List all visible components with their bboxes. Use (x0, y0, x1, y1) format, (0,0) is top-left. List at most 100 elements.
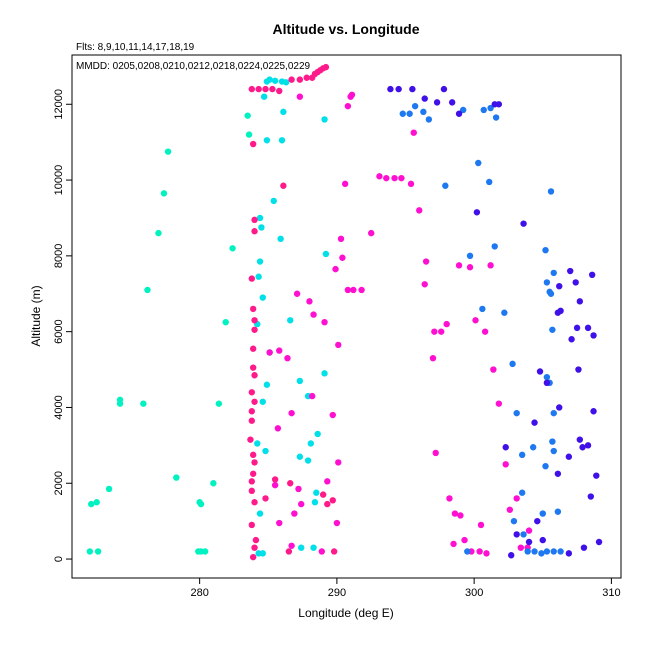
data-point (538, 550, 545, 557)
data-point (251, 372, 258, 379)
data-point (164, 148, 172, 155)
data-point (333, 519, 341, 527)
data-point (321, 116, 328, 123)
data-point (271, 481, 279, 489)
data-point (524, 548, 531, 555)
data-point (480, 106, 487, 114)
data-point (160, 190, 168, 197)
data-point (490, 366, 497, 373)
data-point (350, 286, 357, 294)
data-point (303, 74, 310, 81)
data-point (262, 85, 269, 93)
data-point (590, 408, 597, 415)
data-point (252, 536, 260, 544)
data-point (510, 517, 518, 525)
data-point (313, 489, 320, 496)
data-point (550, 548, 557, 555)
data-point (296, 453, 304, 460)
data-point (322, 250, 330, 258)
data-point (229, 245, 236, 252)
data-point (421, 281, 428, 288)
data-point (543, 379, 551, 387)
x-tick-label: 310 (602, 587, 620, 599)
data-point (593, 472, 600, 479)
data-point (368, 229, 375, 237)
data-point (466, 264, 474, 271)
data-point (274, 425, 282, 432)
data-point (387, 85, 394, 93)
data-point (222, 318, 229, 326)
data-point (554, 508, 562, 515)
data-point (88, 500, 95, 508)
data-point (245, 131, 253, 138)
data-point (486, 178, 493, 186)
data-point (557, 548, 564, 555)
data-point (287, 480, 294, 487)
y-tick-label: 10000 (53, 165, 65, 196)
data-point (531, 419, 538, 426)
data-point (256, 510, 264, 517)
data-point (196, 499, 203, 506)
data-point (248, 521, 255, 529)
data-point (475, 159, 482, 167)
data-point (502, 444, 509, 451)
data-point (520, 531, 527, 538)
data-point (287, 317, 294, 324)
data-point (251, 317, 258, 324)
data-point (422, 258, 430, 265)
data-point (296, 377, 304, 385)
data-point (487, 104, 494, 112)
data-point (249, 451, 257, 459)
x-axis: 280 290 300 310 (190, 578, 621, 599)
data-point (339, 254, 346, 261)
data-point (550, 269, 557, 277)
data-point (173, 474, 180, 481)
data-point (547, 188, 555, 195)
data-point (549, 438, 556, 445)
data-point (266, 76, 273, 83)
data-point (495, 101, 503, 108)
data-point (580, 544, 588, 551)
y-axis: 0 2000 4000 6000 8000 10000 12000 (53, 89, 72, 562)
data-point (573, 324, 581, 332)
data-point (249, 470, 257, 477)
data-point (248, 417, 255, 424)
data-point (276, 347, 283, 354)
data-point (280, 182, 287, 189)
data-point (567, 267, 574, 275)
data-points (86, 63, 603, 561)
data-point (438, 328, 445, 335)
data-point (296, 76, 304, 83)
data-point (269, 85, 276, 93)
data-point (421, 95, 428, 102)
y-tick-label: 12000 (53, 89, 65, 120)
data-point (395, 85, 402, 93)
data-point (584, 324, 592, 332)
data-point (271, 77, 279, 84)
data-point (455, 110, 463, 117)
data-point (248, 389, 255, 396)
y-tick-label: 8000 (53, 244, 65, 268)
data-point (476, 548, 483, 555)
data-point (276, 87, 283, 95)
data-point (329, 497, 336, 504)
data-point (491, 243, 498, 250)
data-point (457, 512, 464, 519)
data-point (556, 282, 563, 290)
data-point (322, 63, 330, 71)
data-point (284, 354, 291, 362)
series-0-points (86, 112, 253, 555)
data-point (539, 536, 546, 544)
data-point (542, 462, 549, 470)
data-point (506, 506, 514, 513)
series-2-points (247, 63, 338, 561)
data-point (308, 392, 316, 400)
data-point (105, 485, 113, 493)
data-point (472, 317, 479, 324)
data-point (266, 349, 273, 356)
x-tick-label: 300 (465, 587, 483, 599)
data-point (576, 436, 584, 443)
data-point (259, 294, 266, 301)
data-point (251, 228, 258, 235)
